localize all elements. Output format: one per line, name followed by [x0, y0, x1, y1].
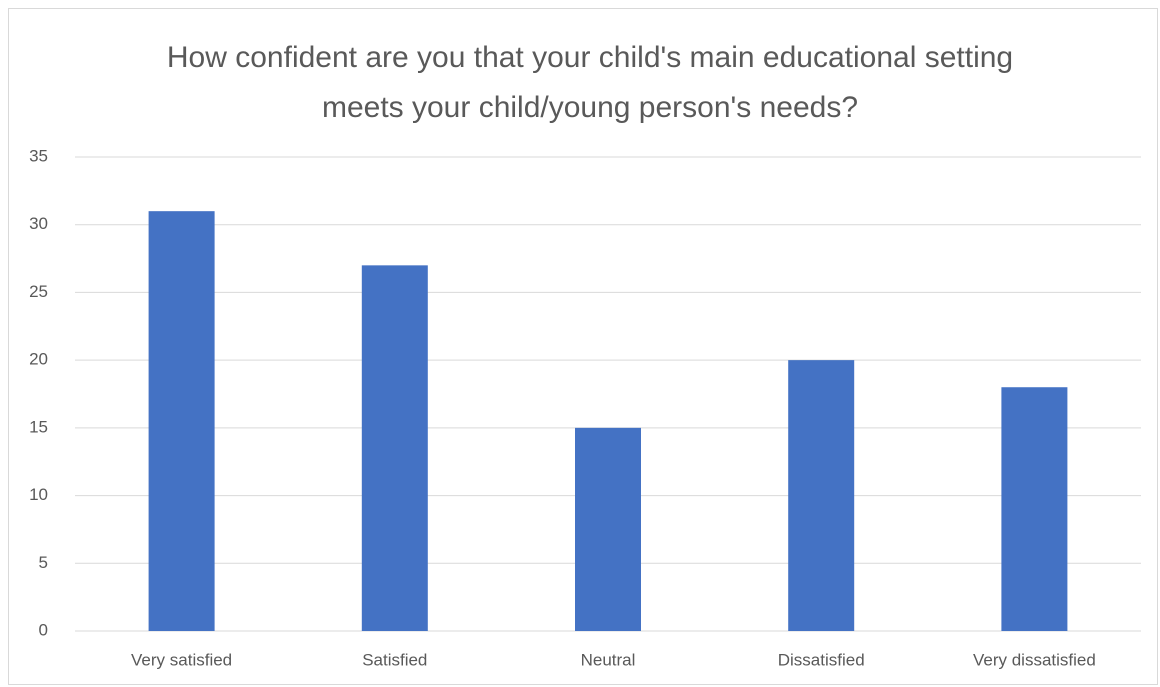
y-tick-label: 30: [29, 214, 48, 233]
bar: [1001, 387, 1068, 631]
x-tick-label: Dissatisfied: [778, 650, 865, 669]
x-tick-label: Satisfied: [362, 650, 427, 669]
y-tick-label: 0: [39, 620, 48, 639]
bar: [148, 211, 215, 631]
bar: [575, 427, 641, 631]
y-tick-label: 10: [29, 485, 48, 504]
x-tick-label: Neutral: [581, 650, 636, 669]
y-tick-label: 5: [39, 553, 48, 572]
y-tick-label: 20: [29, 350, 48, 369]
bar: [361, 265, 428, 631]
chart-title: How confident are you that your child's …: [166, 41, 1014, 124]
bar: [788, 360, 855, 631]
chart-frame: [8, 8, 1158, 685]
y-tick-label: 25: [29, 282, 48, 301]
y-tick-label: 15: [29, 417, 48, 436]
y-tick-label: 35: [29, 146, 48, 165]
x-tick-label: Very satisfied: [131, 650, 232, 669]
x-tick-label: Very dissatisfied: [973, 650, 1096, 669]
